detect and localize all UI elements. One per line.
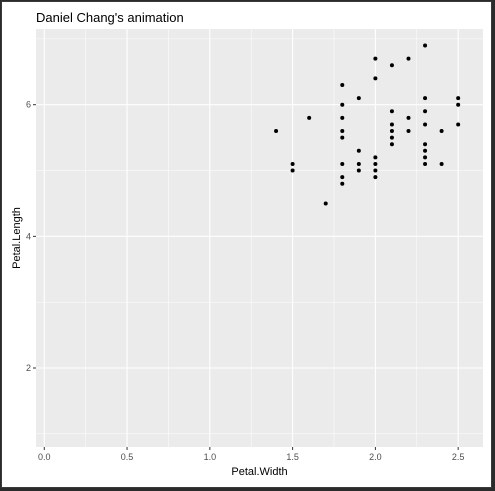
x-tick-label: 0.0 [38, 452, 51, 462]
data-point [340, 102, 345, 107]
chart-title: Daniel Chang's animation [36, 10, 184, 25]
data-point [423, 148, 428, 153]
data-point [439, 129, 444, 134]
data-point [406, 129, 411, 134]
data-point [340, 129, 345, 134]
x-tick-label: 1.0 [204, 452, 217, 462]
data-point [439, 161, 444, 166]
data-point [340, 181, 345, 186]
data-point [389, 135, 394, 140]
data-point [456, 96, 461, 101]
data-point [423, 122, 428, 127]
x-tick-label: 1.5 [286, 452, 299, 462]
data-point [389, 142, 394, 147]
data-point [373, 56, 378, 61]
major-gridlines [36, 29, 483, 447]
data-point [406, 115, 411, 120]
plot-panel [36, 29, 483, 447]
data-point [356, 161, 361, 166]
data-point [340, 82, 345, 87]
data-point [423, 155, 428, 160]
data-point [456, 122, 461, 127]
data-point [423, 142, 428, 147]
data-point [307, 115, 312, 120]
data-point [373, 175, 378, 180]
y-tick-label: 6 [26, 100, 31, 110]
x-axis: 0.0 0.5 1.0 1.5 2.0 2.5 [38, 447, 464, 462]
data-point [373, 155, 378, 160]
data-point [290, 161, 295, 166]
y-axis: 2 4 6 [26, 100, 36, 373]
minor-gridlines [36, 29, 483, 447]
data-point [340, 115, 345, 120]
y-tick-label: 2 [26, 363, 31, 373]
data-point [423, 43, 428, 48]
data-point [356, 96, 361, 101]
data-point [274, 129, 279, 134]
data-point [340, 175, 345, 180]
data-point [373, 168, 378, 173]
data-point [389, 122, 394, 127]
data-point [456, 102, 461, 107]
data-point [423, 161, 428, 166]
data-point [356, 148, 361, 153]
data-point [406, 56, 411, 61]
x-axis-title: Petal.Width [231, 466, 287, 478]
data-point [340, 161, 345, 166]
data-point [373, 76, 378, 81]
data-point [389, 63, 394, 68]
data-point [290, 168, 295, 173]
x-tick-label: 2.0 [369, 452, 382, 462]
data-point [389, 129, 394, 134]
data-point [373, 161, 378, 166]
y-axis-title: Petal.Length [11, 207, 23, 269]
x-tick-label: 0.5 [121, 452, 134, 462]
y-tick-label: 4 [26, 231, 31, 241]
data-point [423, 109, 428, 114]
data-point [356, 168, 361, 173]
data-point [323, 201, 328, 206]
scatter-plot: 0.0 0.5 1.0 1.5 2.0 2.5 2 4 6 Petal.Width Petal… [11, 29, 483, 478]
x-tick-label: 2.5 [452, 452, 465, 462]
data-points [274, 43, 461, 206]
data-point [340, 135, 345, 140]
data-point [389, 109, 394, 114]
data-point [423, 96, 428, 101]
